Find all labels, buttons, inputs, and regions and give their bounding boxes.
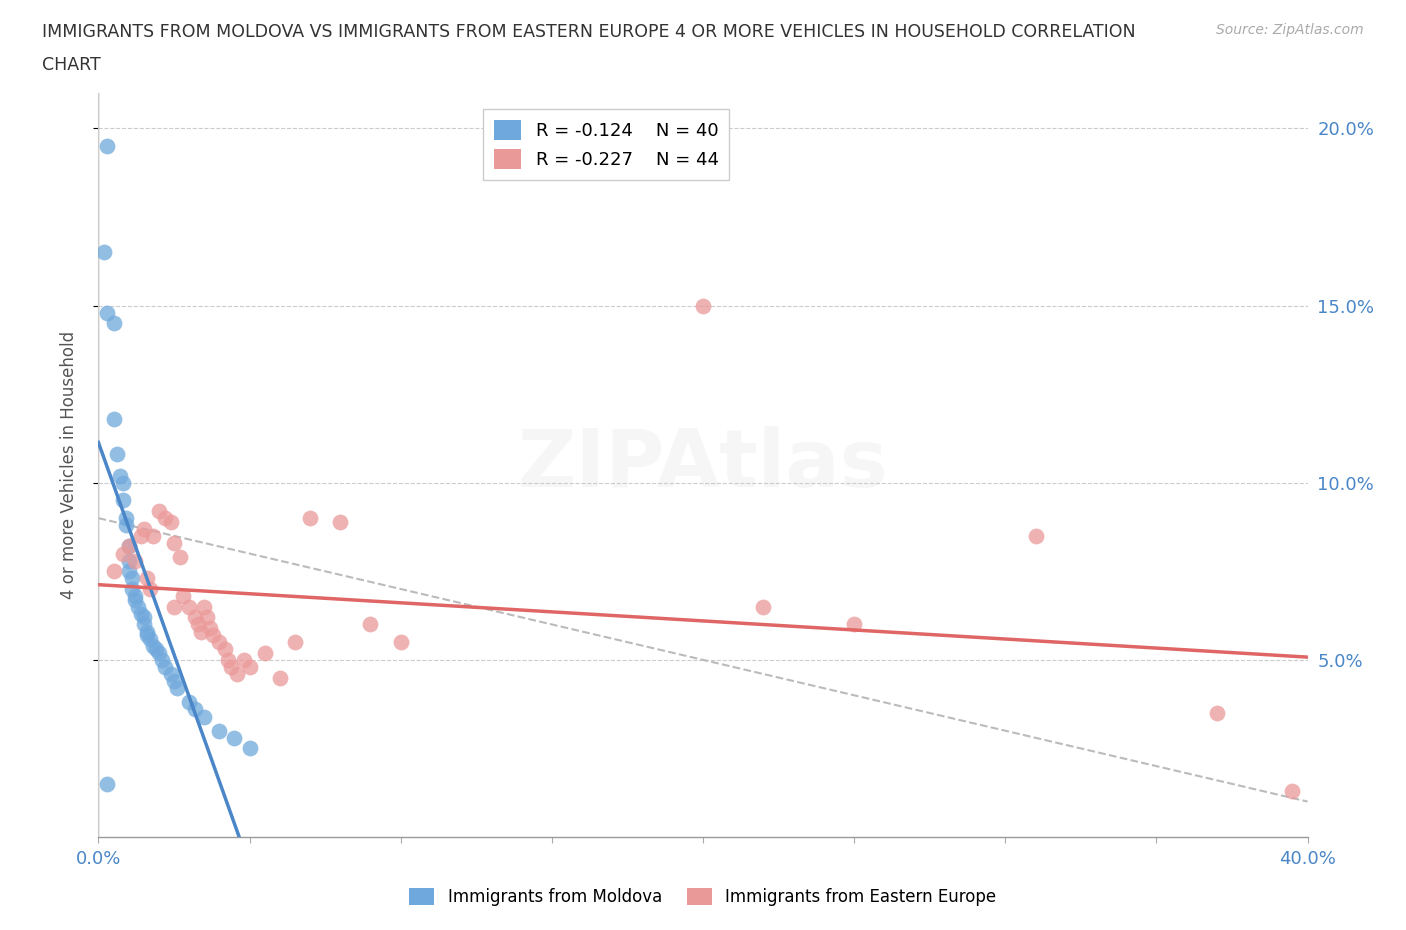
Point (148, 645, 170, 660)
Point (127, 599, 149, 614)
Point (124, 592, 146, 607)
Point (299, 511, 322, 525)
Point (96, 139, 118, 153)
Point (389, 634, 412, 649)
Text: CHART: CHART (42, 56, 101, 73)
Point (844, 617, 866, 631)
Legend: Immigrants from Moldova, Immigrants from Eastern Europe: Immigrants from Moldova, Immigrants from… (402, 881, 1004, 912)
Point (224, 730, 246, 745)
Point (118, 539, 141, 554)
Point (139, 581, 162, 596)
Point (163, 673, 186, 688)
Point (193, 599, 215, 614)
Point (221, 659, 243, 674)
Y-axis label: 4 or more Vehicles in Household: 4 or more Vehicles in Household (59, 331, 77, 599)
Point (111, 475, 134, 490)
Point (329, 514, 352, 529)
Point (103, 316, 125, 331)
Point (111, 493, 134, 508)
Point (269, 671, 291, 685)
Point (163, 536, 186, 551)
Point (124, 589, 146, 604)
Point (114, 518, 136, 533)
Point (114, 511, 136, 525)
Point (692, 299, 714, 313)
Point (118, 539, 141, 554)
Point (148, 504, 170, 519)
Point (118, 564, 141, 578)
Text: ZIPAtlas: ZIPAtlas (517, 426, 889, 504)
Point (360, 617, 382, 631)
Point (187, 617, 209, 631)
Point (208, 634, 231, 649)
Point (208, 724, 231, 738)
Point (184, 610, 207, 625)
Point (93, 245, 115, 259)
Point (195, 610, 218, 625)
Point (239, 659, 262, 674)
Point (239, 741, 262, 756)
Point (179, 695, 201, 710)
Point (150, 653, 173, 668)
Point (200, 620, 222, 635)
Point (142, 638, 165, 653)
Point (124, 553, 146, 568)
Point (179, 599, 201, 614)
Legend: R = -0.124    N = 40, R = -0.227    N = 44: R = -0.124 N = 40, R = -0.227 N = 44 (484, 110, 730, 179)
Point (153, 511, 176, 525)
Point (253, 645, 276, 660)
Point (190, 624, 212, 639)
Point (121, 581, 143, 596)
Text: IMMIGRANTS FROM MOLDOVA VS IMMIGRANTS FROM EASTERN EUROPE 4 OR MORE VEHICLES IN : IMMIGRANTS FROM MOLDOVA VS IMMIGRANTS FR… (42, 23, 1136, 41)
Point (153, 659, 176, 674)
Point (1206, 706, 1229, 721)
Point (129, 606, 152, 621)
Point (96, 305, 118, 320)
Point (129, 528, 152, 543)
Point (135, 571, 157, 586)
Point (284, 634, 307, 649)
Point (118, 553, 141, 568)
Point (232, 653, 254, 668)
Point (752, 599, 775, 614)
Point (121, 571, 143, 586)
Point (226, 667, 249, 682)
Point (139, 631, 162, 646)
Point (1281, 783, 1303, 798)
Text: 0.0%: 0.0% (76, 850, 121, 869)
Point (108, 468, 131, 483)
Point (184, 702, 207, 717)
Point (163, 599, 186, 614)
Point (172, 589, 194, 604)
Point (132, 610, 155, 625)
Text: 40.0%: 40.0% (1279, 850, 1336, 869)
Point (105, 447, 128, 462)
Point (214, 642, 236, 657)
Point (103, 411, 125, 426)
Point (202, 628, 225, 643)
Point (96, 777, 118, 791)
Point (132, 617, 155, 631)
Point (160, 667, 183, 682)
Point (1024, 528, 1046, 543)
Point (111, 546, 134, 561)
Point (166, 681, 188, 696)
Text: Source: ZipAtlas.com: Source: ZipAtlas.com (1216, 23, 1364, 37)
Point (169, 550, 191, 565)
Point (132, 522, 155, 537)
Point (135, 624, 157, 639)
Point (160, 514, 183, 529)
Point (142, 528, 165, 543)
Point (193, 709, 215, 724)
Point (145, 642, 167, 657)
Point (103, 564, 125, 578)
Point (217, 653, 239, 668)
Point (135, 628, 157, 643)
